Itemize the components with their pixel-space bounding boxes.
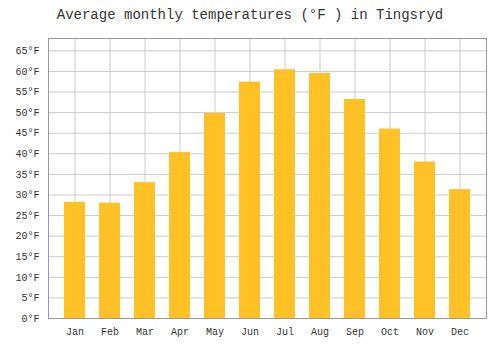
- svg-text:35°F: 35°F: [15, 170, 39, 181]
- html-text:Average monthly temperatures (: Average monthly temperatures (°F ) in Ti…: [56, 7, 444, 23]
- svg-text:Feb: Feb: [101, 327, 119, 338]
- svg-text:40°F: 40°F: [15, 149, 39, 160]
- svg-text:0°F: 0°F: [21, 314, 39, 325]
- svg-text:Sep: Sep: [346, 327, 364, 338]
- svg-text:Nov: Nov: [416, 327, 434, 338]
- svg-text:60°F: 60°F: [15, 67, 39, 78]
- svg-text:Dec: Dec: [451, 327, 469, 338]
- svg-text:45°F: 45°F: [15, 128, 39, 139]
- svg-text:5°F: 5°F: [21, 293, 39, 304]
- svg-text:Jan: Jan: [66, 327, 84, 338]
- svg-text:Oct: Oct: [381, 327, 399, 338]
- svg-text:15°F: 15°F: [15, 252, 39, 263]
- svg-text:Aug: Aug: [311, 327, 329, 338]
- svg-text:Jun: Jun: [241, 327, 259, 338]
- svg-text:50°F: 50°F: [15, 108, 39, 119]
- svg-text:65°F: 65°F: [15, 46, 39, 57]
- svg-text:Mar: Mar: [136, 327, 154, 338]
- svg-text:20°F: 20°F: [15, 231, 39, 242]
- svg-text:Apr: Apr: [171, 327, 189, 338]
- svg-text:25°F: 25°F: [15, 211, 39, 222]
- svg-text:Jul: Jul: [276, 327, 294, 338]
- svg-text:May: May: [206, 327, 224, 338]
- svg-text:10°F: 10°F: [15, 273, 39, 284]
- svg-text:55°F: 55°F: [15, 87, 39, 98]
- svg-text:30°F: 30°F: [15, 190, 39, 201]
